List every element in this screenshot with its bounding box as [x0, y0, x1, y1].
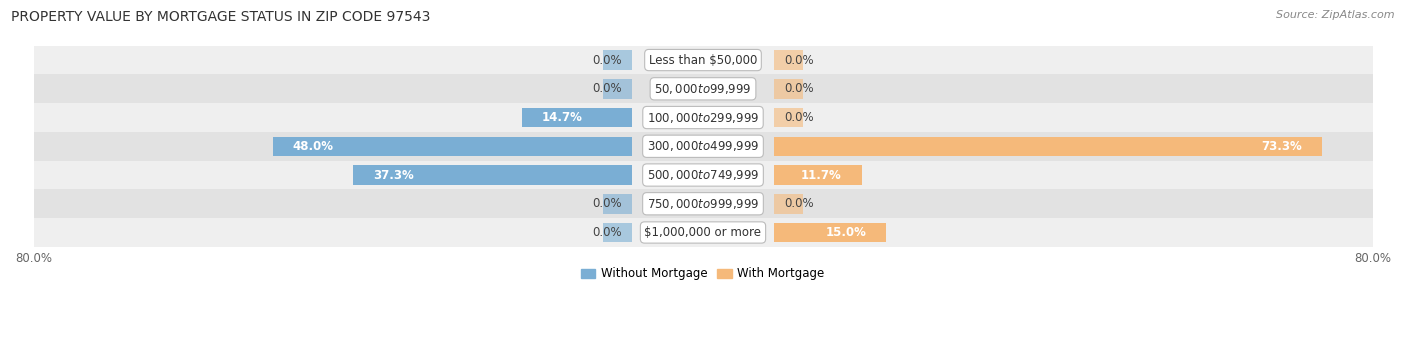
Bar — [34, 74, 1372, 103]
Legend: Without Mortgage, With Mortgage: Without Mortgage, With Mortgage — [576, 263, 830, 285]
Bar — [775, 79, 803, 99]
Text: 0.0%: 0.0% — [592, 197, 621, 210]
Bar — [603, 79, 631, 99]
Bar — [34, 103, 1372, 132]
Bar — [353, 165, 631, 185]
Text: Less than $50,000: Less than $50,000 — [648, 54, 758, 66]
Text: $50,000 to $99,999: $50,000 to $99,999 — [654, 82, 752, 96]
Bar — [34, 218, 1372, 247]
Text: 15.0%: 15.0% — [825, 226, 866, 239]
Bar — [603, 223, 631, 242]
Text: 37.3%: 37.3% — [373, 168, 413, 181]
Text: 14.7%: 14.7% — [541, 111, 583, 124]
Text: $500,000 to $749,999: $500,000 to $749,999 — [647, 168, 759, 182]
Bar — [775, 50, 803, 70]
Text: $750,000 to $999,999: $750,000 to $999,999 — [647, 197, 759, 211]
Text: 11.7%: 11.7% — [801, 168, 842, 181]
Bar — [603, 50, 631, 70]
Bar — [34, 161, 1372, 189]
Bar — [34, 46, 1372, 74]
Text: $1,000,000 or more: $1,000,000 or more — [644, 226, 762, 239]
Text: 73.3%: 73.3% — [1261, 140, 1302, 153]
Text: PROPERTY VALUE BY MORTGAGE STATUS IN ZIP CODE 97543: PROPERTY VALUE BY MORTGAGE STATUS IN ZIP… — [11, 10, 430, 24]
Text: 0.0%: 0.0% — [592, 54, 621, 66]
Bar — [775, 223, 886, 242]
Bar — [775, 194, 803, 213]
Bar — [775, 165, 862, 185]
Text: Source: ZipAtlas.com: Source: ZipAtlas.com — [1277, 10, 1395, 20]
Bar — [522, 108, 631, 127]
Bar — [34, 132, 1372, 161]
Bar — [603, 194, 631, 213]
Text: 0.0%: 0.0% — [785, 54, 814, 66]
Bar — [775, 108, 803, 127]
Text: 0.0%: 0.0% — [592, 82, 621, 95]
Bar — [273, 136, 631, 156]
Text: 0.0%: 0.0% — [785, 82, 814, 95]
Text: $300,000 to $499,999: $300,000 to $499,999 — [647, 139, 759, 153]
Text: 0.0%: 0.0% — [785, 111, 814, 124]
Bar — [775, 136, 1323, 156]
Text: $100,000 to $299,999: $100,000 to $299,999 — [647, 110, 759, 124]
Text: 0.0%: 0.0% — [785, 197, 814, 210]
Text: 48.0%: 48.0% — [292, 140, 335, 153]
Text: 0.0%: 0.0% — [592, 226, 621, 239]
Bar — [34, 189, 1372, 218]
